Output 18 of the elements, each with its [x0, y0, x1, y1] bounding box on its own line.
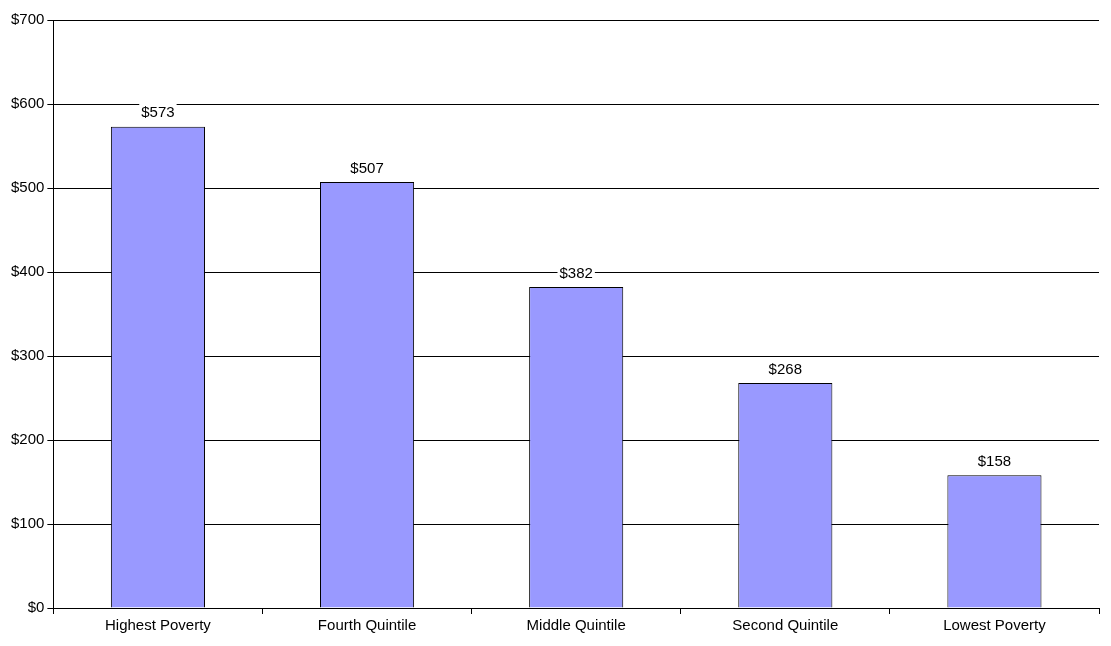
y-tick-label: $500: [10, 178, 45, 196]
y-tick-label: $300: [10, 346, 45, 364]
x-tick-label: Fourth Quintile: [317, 616, 417, 634]
y-tick-label: $0: [27, 598, 45, 616]
data-label: $507: [350, 158, 384, 176]
x-tick-label: Second Quintile: [732, 616, 839, 634]
data-label: $268: [768, 359, 802, 377]
y-tick-label: $400: [10, 262, 45, 280]
x-tick-label: Highest Poverty: [104, 616, 212, 634]
data-label: $573: [141, 103, 175, 121]
data-label: $382: [559, 263, 593, 281]
y-tick-label: $700: [10, 10, 45, 28]
y-tick-label: $600: [10, 94, 45, 112]
x-tick-label: Lowest Poverty: [943, 616, 1047, 634]
x-tick-label: Middle Quintile: [526, 616, 626, 634]
data-label: $158: [977, 451, 1012, 469]
y-tick-label: $200: [10, 430, 45, 448]
y-tick-label: $100: [10, 514, 45, 532]
